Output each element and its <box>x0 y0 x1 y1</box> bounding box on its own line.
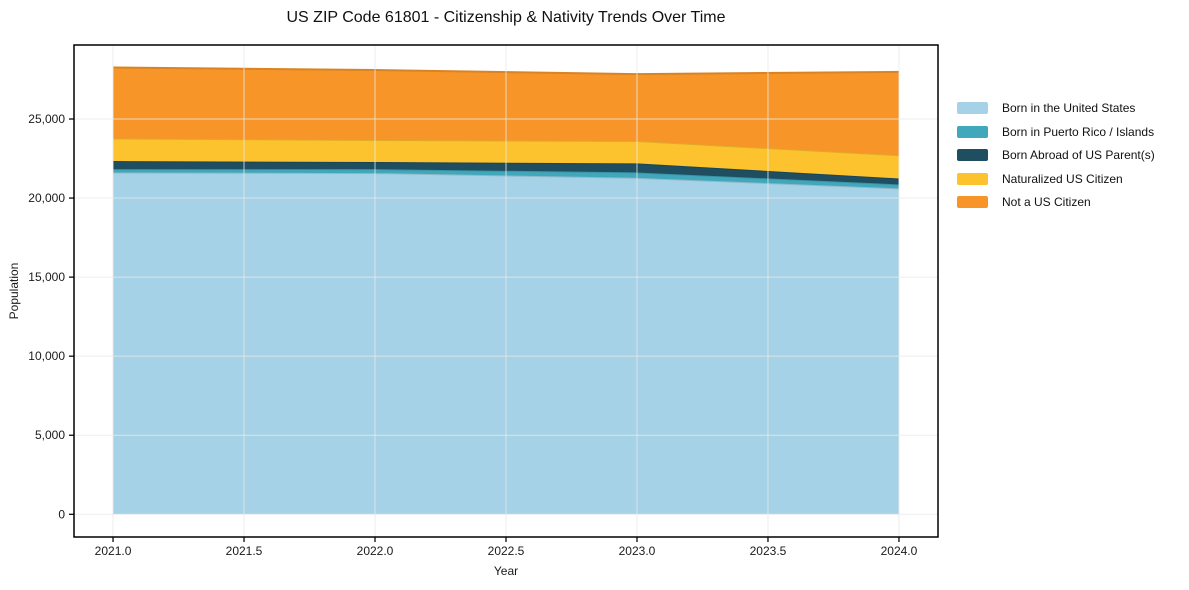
x-tick-label: 2022.5 <box>488 544 525 558</box>
legend-label: Born Abroad of US Parent(s) <box>1002 148 1155 162</box>
x-tick-label: 2023.5 <box>750 544 787 558</box>
legend-item-naturalized: Naturalized US Citizen <box>957 171 1155 186</box>
area-born-abroad-of-us-parent-s <box>113 161 899 185</box>
legend-item-not-citizen: Not a US Citizen <box>957 195 1155 209</box>
legend-label: Naturalized US Citizen <box>1002 171 1123 186</box>
x-tick-label: 2021.5 <box>226 544 263 558</box>
legend-item-born-abroad: Born Abroad of US Parent(s) <box>957 148 1155 162</box>
y-tick-label: 0 <box>58 507 65 521</box>
legend-label: Born in the United States <box>1002 101 1136 115</box>
legend-item-puerto-rico: Born in Puerto Rico / Islands <box>957 124 1155 139</box>
legend-swatch-not-citizen <box>957 196 988 208</box>
y-axis-label: Population <box>7 262 21 320</box>
legend-swatch-born-us <box>957 102 988 114</box>
y-tick-label: 25,000 <box>28 112 65 126</box>
legend-swatch-puerto-rico <box>957 125 988 138</box>
x-tick-label: 2024.0 <box>881 544 918 558</box>
y-tick-label: 5,000 <box>35 428 65 442</box>
y-tick-label: 10,000 <box>28 349 65 363</box>
legend-swatch-born-abroad <box>957 149 988 161</box>
legend-item-born-us: Born in the United States <box>957 101 1155 115</box>
x-tick-label: 2023.0 <box>619 544 656 558</box>
y-tick-label: 20,000 <box>28 191 65 205</box>
chart-title: US ZIP Code 61801 - Citizenship & Nativi… <box>286 9 726 26</box>
x-tick-label: 2022.0 <box>357 544 394 558</box>
legend-label: Not a US Citizen <box>1002 195 1091 209</box>
x-tick-label: 2021.0 <box>95 544 132 558</box>
legend-label: Born in Puerto Rico / Islands <box>1002 124 1155 139</box>
legend-swatch-naturalized <box>957 172 988 185</box>
legend: Born in the United States Born in Puerto… <box>957 101 1155 209</box>
y-tick-label: 15,000 <box>28 270 65 284</box>
x-axis-label: Year <box>493 564 519 578</box>
